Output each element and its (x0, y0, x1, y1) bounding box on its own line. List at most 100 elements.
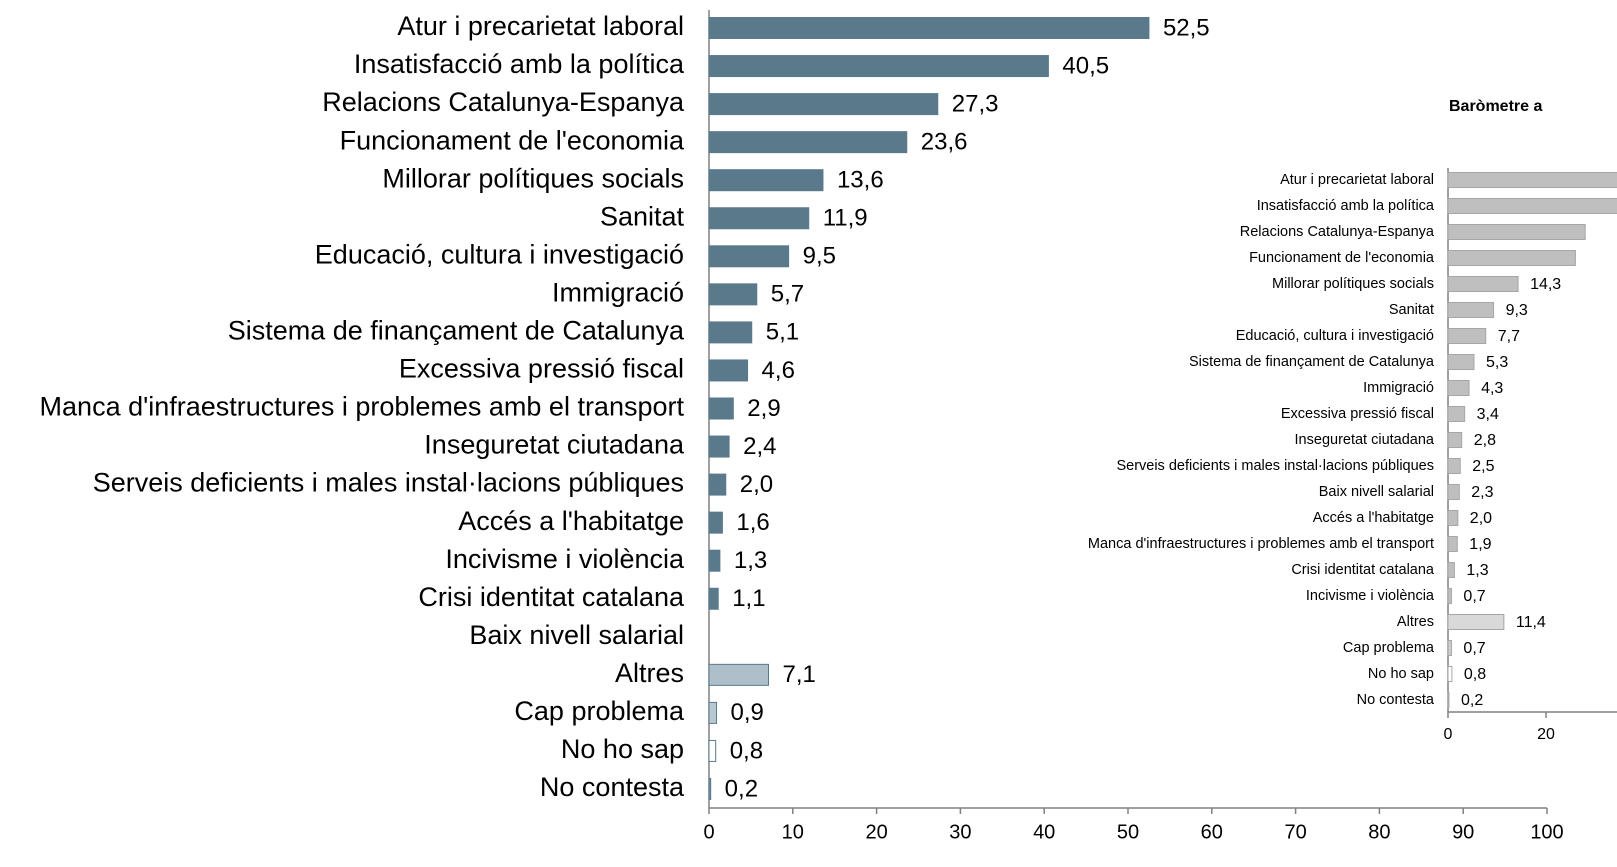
value-label: 27,3 (952, 90, 999, 117)
value-label: 13,6 (837, 167, 884, 194)
value-label: 14,3 (1530, 276, 1561, 293)
category-label: No contesta (540, 772, 685, 802)
bar (708, 663, 769, 686)
value-label: 52,5 (1163, 14, 1210, 41)
category-label: No ho sap (561, 734, 684, 764)
category-label: Altres (615, 658, 684, 688)
bar (708, 549, 721, 572)
bar (708, 587, 719, 610)
category-label: Inseguretat ciutadana (1295, 432, 1435, 448)
category-label: Insatisfacció amb la política (354, 49, 685, 79)
bar (1447, 302, 1495, 318)
category-label: Crisi identitat catalana (1291, 562, 1435, 578)
bar (708, 739, 717, 762)
x-tick-label: 20 (865, 821, 887, 843)
bar (1447, 276, 1519, 292)
category-label: Immigració (552, 277, 684, 307)
bar (1447, 198, 1617, 214)
x-tick-label: 50 (1117, 821, 1139, 843)
x-tick-label: 100 (1530, 821, 1563, 843)
category-label: Millorar polítiques socials (382, 163, 684, 193)
value-label: 9,3 (1506, 302, 1528, 319)
bar (1447, 250, 1576, 266)
bar (1447, 666, 1453, 682)
bar (708, 359, 749, 382)
category-label: Sistema de finançament de Catalunya (228, 316, 685, 346)
category-label: Manca d'infraestructures i problemes amb… (1088, 536, 1434, 552)
value-label: 0,8 (730, 737, 763, 764)
bar (1447, 328, 1487, 344)
x-tick-label: 0 (1444, 726, 1453, 743)
bar (1447, 380, 1470, 396)
category-label: Insatisfacció amb la política (1257, 198, 1435, 214)
value-label: 5,7 (771, 281, 804, 308)
bar (1447, 510, 1459, 526)
value-label: 0,2 (1461, 692, 1483, 709)
bar (1447, 692, 1450, 708)
bar (708, 17, 1150, 39)
x-tick-label: 70 (1284, 821, 1306, 843)
x-tick-label: 10 (782, 821, 804, 843)
category-label: Sistema de finançament de Catalunya (1189, 354, 1435, 370)
value-label: 4,3 (1481, 380, 1503, 397)
category-label: No ho sap (1368, 666, 1434, 682)
value-label: 23,6 (921, 128, 968, 155)
category-label: Accés a l'habitatge (458, 506, 684, 536)
category-label: Baix nivell salarial (1319, 484, 1434, 500)
value-label: 11,4 (1516, 614, 1546, 631)
category-label: Serveis deficients i males instal·lacion… (93, 468, 684, 498)
x-tick-label: 60 (1201, 821, 1223, 843)
value-label: 7,1 (782, 661, 815, 688)
bar (708, 131, 908, 154)
bar (1447, 640, 1452, 656)
category-label: Sanitat (600, 201, 685, 231)
value-label: 2,3 (1471, 484, 1493, 501)
bar (708, 207, 810, 230)
x-tick-label: 0 (703, 821, 714, 843)
category-label: Educació, cultura i investigació (1236, 328, 1434, 344)
bar (1447, 562, 1455, 578)
value-label: 1,3 (1466, 562, 1488, 579)
category-label: Relacions Catalunya-Espanya (1240, 224, 1435, 240)
category-label: Relacions Catalunya-Espanya (322, 87, 685, 117)
value-label: 1,6 (736, 509, 769, 536)
bar (1447, 406, 1466, 422)
value-label: 2,9 (747, 395, 780, 422)
value-label: 40,5 (1062, 52, 1109, 79)
bar (1447, 588, 1452, 604)
value-label: 1,1 (732, 585, 765, 612)
category-label: Funcionament de l'economia (340, 125, 685, 155)
category-label: Crisi identitat catalana (418, 582, 685, 612)
bar (708, 283, 758, 306)
bar (708, 435, 730, 458)
bar (708, 245, 790, 268)
category-label: Educació, cultura i investigació (315, 239, 684, 269)
bar (708, 321, 753, 344)
bar (708, 55, 1049, 78)
category-label: Incivisme i violència (1306, 588, 1435, 604)
category-label: Altres (1397, 614, 1434, 630)
bar (1447, 484, 1460, 500)
category-label: Serveis deficients i males instal·lacion… (1116, 458, 1434, 474)
value-label: 5,3 (1486, 354, 1508, 371)
bar (1447, 354, 1475, 370)
value-label: 2,8 (1474, 432, 1496, 449)
category-label: Atur i precarietat laboral (1280, 172, 1434, 188)
category-label: Cap problema (514, 696, 685, 726)
value-label: 3,4 (1477, 406, 1499, 423)
value-label: 1,9 (1469, 536, 1491, 553)
category-label: Incivisme i violència (445, 544, 685, 574)
bar (708, 473, 727, 496)
category-label: Inseguretat ciutadana (424, 430, 685, 460)
category-label: Sanitat (1389, 302, 1434, 318)
value-label: 5,1 (766, 319, 799, 346)
value-label: 2,0 (740, 471, 773, 498)
value-label: 2,0 (1470, 510, 1492, 527)
bar (1447, 224, 1586, 240)
x-tick-label: 80 (1368, 821, 1390, 843)
category-label: Atur i precarietat laboral (397, 11, 684, 41)
value-label: 0,7 (1463, 640, 1485, 657)
bar (1447, 614, 1505, 630)
bar (1447, 172, 1617, 188)
